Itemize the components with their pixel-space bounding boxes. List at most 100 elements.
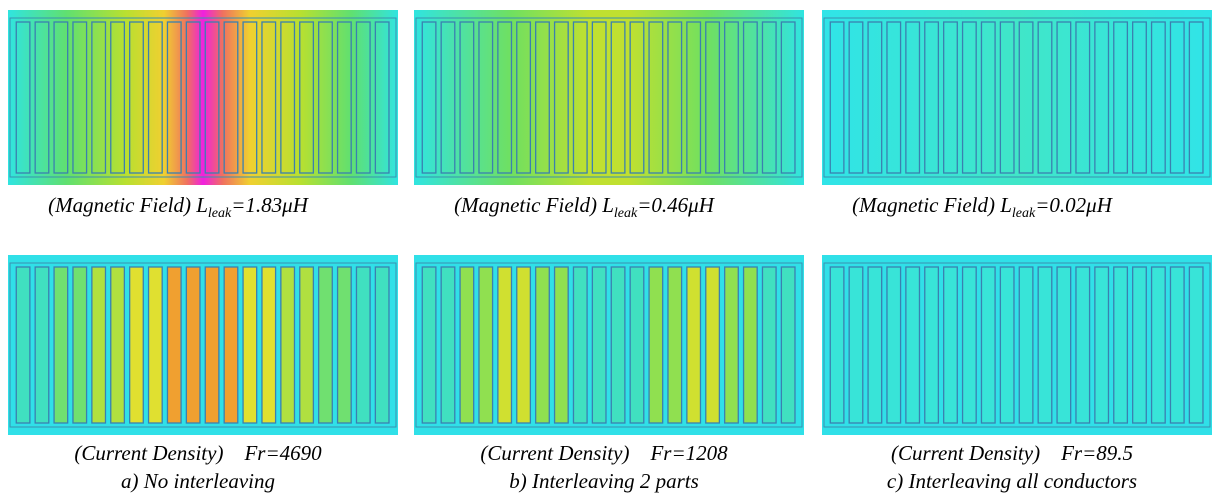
conductor xyxy=(867,266,883,424)
conductor xyxy=(204,266,220,424)
conductor xyxy=(1094,21,1110,174)
conductor xyxy=(761,266,777,424)
conductor xyxy=(1056,266,1072,424)
conductor xyxy=(355,266,371,424)
core-border xyxy=(9,262,397,428)
core-border xyxy=(823,262,1211,428)
conductor xyxy=(848,21,864,174)
conductor xyxy=(572,266,588,424)
conductor xyxy=(147,266,163,424)
conductor xyxy=(848,266,864,424)
conductor xyxy=(961,266,977,424)
conductor xyxy=(943,21,958,174)
conductor xyxy=(829,266,845,424)
caption-subscript: leak xyxy=(614,206,638,221)
caption-text: (Magnetic Field) L xyxy=(48,193,208,217)
caption-text: (Magnetic Field) L xyxy=(852,193,1012,217)
conductor xyxy=(535,266,550,424)
core-border xyxy=(823,17,1211,178)
conductor xyxy=(1018,21,1034,174)
conductor xyxy=(110,21,126,174)
conductor xyxy=(15,21,31,174)
field-background xyxy=(8,10,398,185)
conductor xyxy=(867,21,883,174)
conductor xyxy=(1113,266,1129,424)
conductor xyxy=(686,266,702,424)
conductor xyxy=(886,266,902,424)
current-caption: (Current Density) Fr=4690 xyxy=(74,441,322,465)
conductor xyxy=(15,266,31,424)
conductor xyxy=(553,21,569,174)
conductor xyxy=(648,21,664,174)
conductor xyxy=(886,21,902,174)
conductor xyxy=(261,21,277,174)
conductor xyxy=(204,21,220,174)
conductor xyxy=(1132,21,1147,174)
conductor xyxy=(242,21,258,174)
conductor xyxy=(421,266,437,424)
conductor xyxy=(516,21,532,174)
conductor xyxy=(53,21,69,174)
conductor xyxy=(761,21,777,174)
conductor xyxy=(1169,266,1185,424)
conductor xyxy=(53,266,69,424)
conductor xyxy=(110,266,126,424)
conductor xyxy=(497,21,513,174)
conductor xyxy=(1132,266,1147,424)
conductor xyxy=(91,266,107,424)
conductor xyxy=(1094,266,1110,424)
conductor xyxy=(629,21,645,174)
conductor xyxy=(610,266,626,424)
conductor xyxy=(742,21,758,174)
conductor xyxy=(440,21,456,174)
field-caption: (Magnetic Field) Lleak=0.02μH xyxy=(852,193,1114,221)
caption-text: =1.83μH xyxy=(231,193,309,217)
conductor xyxy=(440,266,456,424)
conductor xyxy=(742,266,758,424)
conductor xyxy=(516,266,532,424)
conductor xyxy=(980,21,996,174)
conductor xyxy=(299,21,315,174)
conductor xyxy=(478,21,494,174)
conductor xyxy=(355,21,371,174)
conductor xyxy=(459,21,475,174)
conductor xyxy=(572,21,588,174)
conductor xyxy=(905,266,921,424)
panel-label: c) Interleaving all conductors xyxy=(887,469,1137,493)
conductor xyxy=(999,266,1015,424)
conductor xyxy=(980,266,996,424)
conductor xyxy=(318,21,333,174)
conductor xyxy=(242,266,258,424)
conductor xyxy=(91,21,107,174)
conductor xyxy=(705,266,721,424)
conductor xyxy=(610,21,626,174)
conductor xyxy=(924,21,940,174)
panel-label: a) No interleaving xyxy=(121,469,275,493)
conductor xyxy=(829,21,845,174)
conductor xyxy=(686,21,702,174)
conductor xyxy=(780,21,796,174)
conductor xyxy=(648,266,664,424)
conductor xyxy=(72,266,88,424)
conductor xyxy=(1075,21,1091,174)
current-caption: (Current Density) Fr=1208 xyxy=(480,441,728,465)
conductor xyxy=(299,266,315,424)
conductor xyxy=(1113,21,1129,174)
caption-text: =0.46μH xyxy=(637,193,715,217)
conductor xyxy=(1188,266,1204,424)
conductor xyxy=(147,21,163,174)
conductor xyxy=(34,21,50,174)
core-border xyxy=(415,17,803,178)
conductor xyxy=(591,21,607,174)
field-caption: (Magnetic Field) Lleak=1.83μH xyxy=(48,193,310,221)
conductor xyxy=(667,266,683,424)
conductor xyxy=(34,266,50,424)
caption-subscript: leak xyxy=(1012,206,1036,221)
conductor xyxy=(223,266,239,424)
conductor xyxy=(478,266,494,424)
conductor xyxy=(374,266,390,424)
conductor xyxy=(1037,266,1053,424)
conductor xyxy=(1188,21,1204,174)
field-caption: (Magnetic Field) Lleak=0.46μH xyxy=(454,193,716,221)
